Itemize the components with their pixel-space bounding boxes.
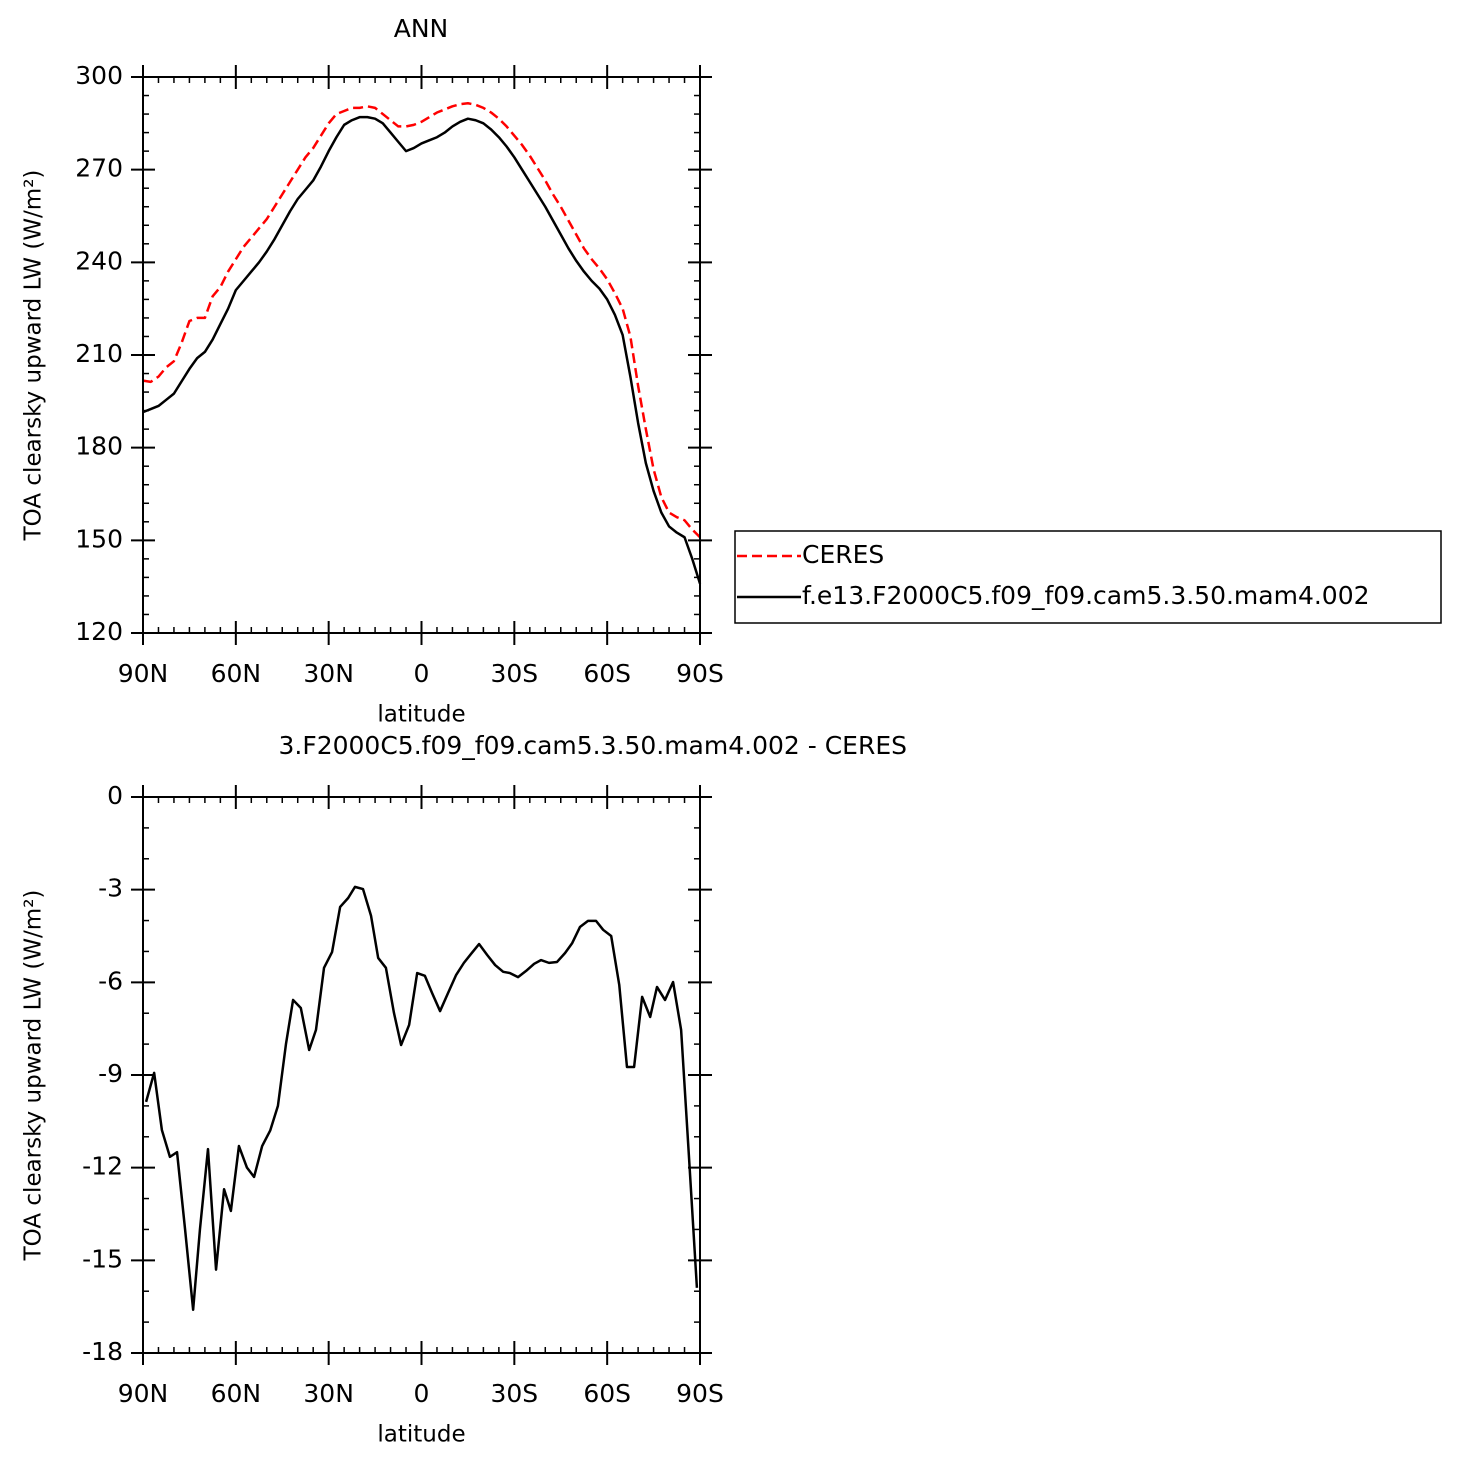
y-tick-label: 0 [107,781,123,810]
chart-title: 3.F2000C5.f09_f09.cam5.3.50.mam4.002 - C… [278,731,907,760]
x-axis-label: latitude [377,1422,465,1448]
x-tick-label: 90S [676,659,724,688]
x-tick-label: 60N [211,1379,262,1408]
legend-label: CERES [802,540,884,569]
x-tick-label: 90N [118,659,169,688]
legend-label: f.e13.F2000C5.f09_f09.cam5.3.50.mam4.002 [802,581,1370,610]
y-tick-label: -15 [82,1244,123,1273]
x-tick-label: 30N [303,1379,354,1408]
legend-box [734,530,1442,624]
x-tick-label: 0 [414,1379,430,1408]
x-tick-label: 90N [118,1379,169,1408]
y-axis-label: TOA clearsky upward LW (W/m²) [21,890,47,1262]
data-line [142,102,701,539]
plot-frame [142,796,701,1354]
y-tick-label: -6 [98,966,123,995]
x-axis-label: latitude [377,702,465,728]
data-line [142,115,702,584]
x-tick-label: 90S [676,1379,724,1408]
x-tick-label: 0 [414,659,430,688]
y-tick-label: -9 [98,1059,123,1088]
y-axis-label: TOA clearsky upward LW (W/m²) [21,170,47,542]
y-tick-label: 210 [75,339,123,368]
x-tick-label: 30N [303,659,354,688]
x-tick-label: 60S [583,659,631,688]
y-tick-label: 150 [75,524,123,553]
y-tick-label: -3 [98,874,123,903]
y-tick-label: 240 [75,246,123,275]
plot-frame [142,76,701,634]
y-tick-label: 180 [75,432,123,461]
data-line [144,885,699,1312]
x-tick-label: 60N [211,659,262,688]
y-tick-label: 300 [75,61,123,90]
y-tick-label: 270 [75,154,123,183]
y-tick-label: -18 [82,1337,123,1366]
x-tick-label: 30S [490,1379,538,1408]
x-tick-label: 30S [490,659,538,688]
y-tick-label: -12 [82,1152,123,1181]
y-tick-label: 120 [75,617,123,646]
x-tick-label: 60S [583,1379,631,1408]
chart-title: ANN [394,14,449,43]
